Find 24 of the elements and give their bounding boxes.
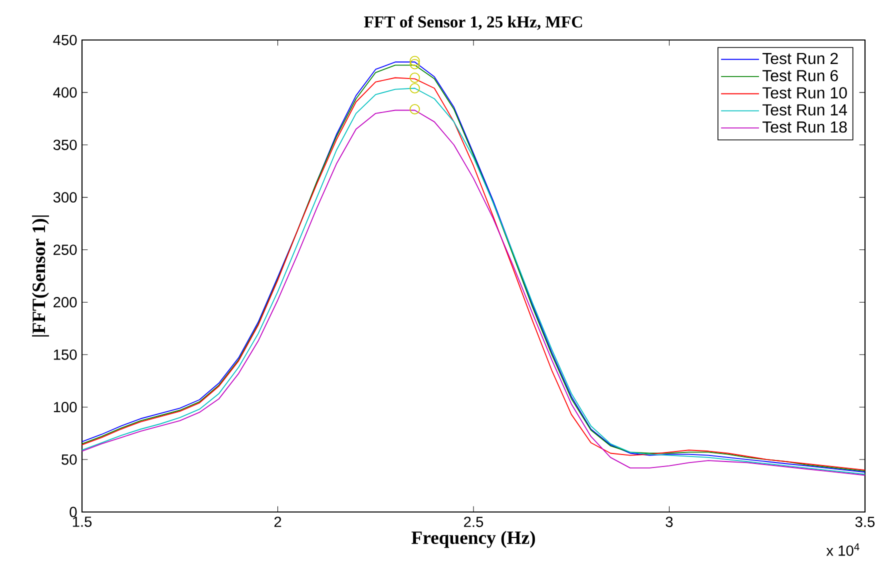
legend-label: Test Run 6 [762, 70, 838, 82]
y-tick-label: 350 [53, 140, 77, 150]
y-tick-label: 250 [54, 244, 77, 255]
legend-label: Test Run 14 [762, 104, 848, 116]
x-tick-label: 2 [274, 516, 282, 527]
y-tick-label: 0 [70, 506, 77, 518]
x-tick-label: 3.5 [855, 516, 875, 528]
y-tick-label: 400 [53, 87, 77, 98]
y-tick-label: 50 [62, 454, 77, 465]
y-tick-label: 100 [54, 402, 77, 412]
x-tick-label: 1.5 [72, 516, 92, 527]
x-tick-label: 3 [666, 516, 673, 528]
y-tick-label: 300 [53, 192, 77, 203]
x-tick-label: 2.5 [464, 516, 484, 528]
legend-label: Test Run 10 [762, 87, 847, 98]
y-tick-label: 200 [54, 297, 77, 308]
chart-title: FFT of Sensor 1, 25 kHz, MFC [364, 16, 582, 30]
y-tick-label: 450 [53, 34, 77, 46]
text: x 10$^{4}$ [826, 543, 860, 556]
y-tick-label: 150 [54, 349, 77, 360]
y-axis-title: |FFT(Sensor 1)| [32, 215, 50, 337]
legend-label: Test Run 2 [762, 52, 838, 64]
legend-label: Test Run 18 [762, 121, 847, 133]
x-axis-title: Frequency (Hz) [412, 530, 535, 548]
